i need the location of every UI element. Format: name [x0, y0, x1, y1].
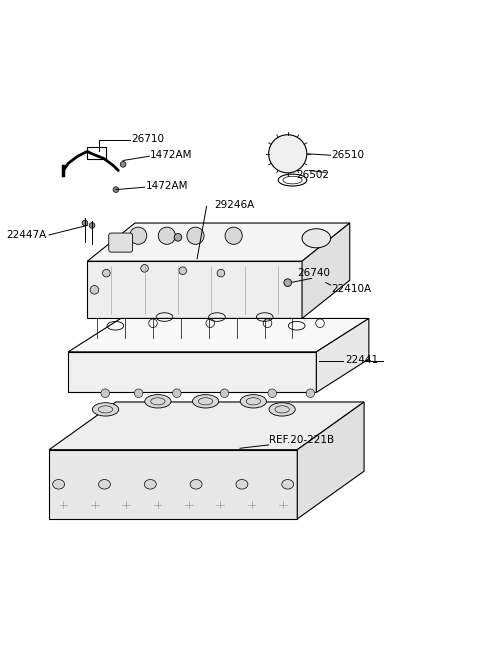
Ellipse shape — [192, 395, 219, 408]
Circle shape — [187, 227, 204, 244]
Circle shape — [141, 264, 148, 272]
Circle shape — [225, 227, 242, 244]
Ellipse shape — [98, 480, 110, 489]
Text: 29246A: 29246A — [214, 200, 254, 210]
Circle shape — [113, 187, 119, 192]
Circle shape — [268, 389, 276, 398]
Circle shape — [269, 134, 307, 173]
Circle shape — [90, 285, 99, 294]
Polygon shape — [68, 318, 369, 352]
Circle shape — [217, 270, 225, 277]
Circle shape — [306, 389, 315, 398]
Circle shape — [82, 220, 88, 226]
Circle shape — [172, 389, 181, 398]
Circle shape — [103, 270, 110, 277]
Polygon shape — [49, 402, 364, 450]
Ellipse shape — [302, 229, 331, 248]
Ellipse shape — [144, 480, 156, 489]
Circle shape — [220, 389, 229, 398]
Circle shape — [179, 267, 187, 275]
Text: 26502: 26502 — [296, 171, 329, 180]
Polygon shape — [49, 450, 297, 519]
Text: REF.20-221B: REF.20-221B — [269, 435, 334, 445]
Ellipse shape — [269, 403, 295, 416]
Polygon shape — [297, 402, 364, 519]
Ellipse shape — [53, 480, 65, 489]
Ellipse shape — [236, 480, 248, 489]
Ellipse shape — [145, 395, 171, 408]
Ellipse shape — [282, 480, 294, 489]
Circle shape — [101, 389, 109, 398]
Circle shape — [89, 222, 95, 228]
Ellipse shape — [190, 480, 202, 489]
Ellipse shape — [240, 395, 266, 408]
Text: 22441: 22441 — [345, 356, 378, 365]
Ellipse shape — [93, 403, 119, 416]
Circle shape — [120, 161, 126, 167]
Text: 1472AM: 1472AM — [150, 150, 193, 160]
Circle shape — [134, 389, 143, 398]
Polygon shape — [87, 261, 302, 318]
Circle shape — [158, 227, 175, 244]
Text: 26510: 26510 — [332, 150, 365, 160]
Text: 26710: 26710 — [131, 134, 164, 144]
Circle shape — [174, 234, 182, 241]
Text: 1472AM: 1472AM — [145, 181, 188, 192]
Polygon shape — [316, 318, 369, 392]
Polygon shape — [68, 352, 316, 392]
Circle shape — [130, 227, 147, 244]
Circle shape — [284, 279, 291, 287]
Text: 26740: 26740 — [297, 268, 330, 278]
Polygon shape — [302, 223, 350, 318]
Text: 22410A: 22410A — [332, 284, 372, 294]
Text: 22447A: 22447A — [6, 230, 47, 240]
Polygon shape — [87, 223, 350, 261]
FancyBboxPatch shape — [109, 233, 132, 252]
